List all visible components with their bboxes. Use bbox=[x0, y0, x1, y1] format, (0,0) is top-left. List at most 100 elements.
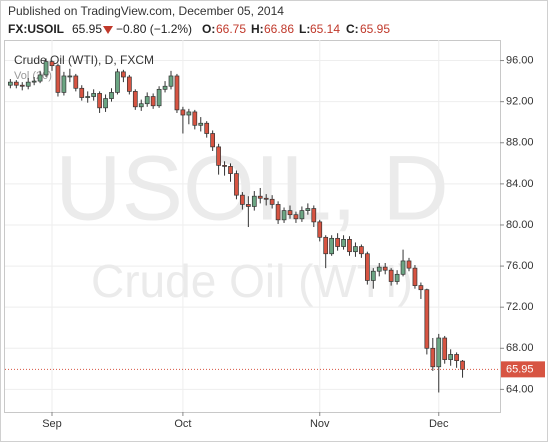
candle-body bbox=[281, 210, 287, 221]
x-tick-label: Oct bbox=[174, 418, 191, 430]
candle-body bbox=[174, 75, 180, 111]
last-price-label: 65.95 bbox=[506, 363, 534, 375]
candle-body bbox=[436, 337, 442, 368]
y-tick-label: 64.00 bbox=[506, 383, 534, 395]
candle-body bbox=[85, 96, 91, 98]
candle-body bbox=[31, 80, 37, 83]
candle-body bbox=[132, 91, 138, 108]
y-tick-label: 92.00 bbox=[506, 96, 534, 108]
x-tick-label: Sep bbox=[42, 418, 62, 430]
x-tick-label: Dec bbox=[429, 418, 449, 430]
candle-body bbox=[311, 208, 317, 223]
candle-body bbox=[55, 65, 61, 93]
y-tick-label: 80.00 bbox=[506, 219, 534, 231]
y-tick-label: 84.00 bbox=[506, 178, 534, 190]
candle-body bbox=[97, 93, 102, 109]
candle-body bbox=[73, 75, 79, 89]
candle-body bbox=[305, 208, 311, 211]
candle-body bbox=[126, 76, 132, 92]
candle-body bbox=[430, 347, 436, 368]
candle-body bbox=[376, 266, 382, 272]
candle-body bbox=[442, 337, 448, 360]
plot-area bbox=[4, 40, 501, 413]
candle-body bbox=[299, 210, 305, 220]
quote-header: FX:USOIL 65.95 −0.80 (−1.2%) O: 66.75 H:… bbox=[8, 22, 390, 36]
watermark: Crude Oil (WTI) bbox=[91, 255, 413, 307]
candle-body bbox=[246, 204, 251, 207]
candle-body bbox=[365, 253, 370, 281]
chart-title: Crude Oil (WTI), D, FXCM bbox=[14, 53, 154, 67]
candle-body bbox=[353, 246, 358, 253]
candle-body bbox=[8, 81, 13, 86]
candle-body bbox=[335, 237, 340, 247]
candle-body bbox=[43, 61, 49, 76]
symbol: FX:USOIL bbox=[8, 22, 64, 36]
candle-body bbox=[168, 75, 174, 87]
candle-body bbox=[240, 194, 245, 205]
candle-body bbox=[275, 204, 281, 221]
candle-body bbox=[406, 260, 412, 269]
candle-body bbox=[25, 81, 31, 87]
candle-body bbox=[400, 260, 406, 275]
candle-body bbox=[150, 96, 156, 107]
candle-body bbox=[138, 103, 144, 108]
ohlc-prefix: L: bbox=[299, 22, 310, 36]
candle-body bbox=[37, 74, 43, 82]
candle-body bbox=[67, 75, 73, 78]
candle-body bbox=[347, 239, 352, 253]
candle-body bbox=[61, 75, 67, 93]
candle-body bbox=[269, 198, 275, 205]
y-tick-label: 96.00 bbox=[506, 54, 534, 66]
candle-body bbox=[329, 237, 334, 255]
candle-body bbox=[293, 214, 299, 220]
candle-body bbox=[388, 269, 394, 282]
x-tick-label: Nov bbox=[310, 418, 330, 430]
candle-body bbox=[216, 146, 221, 166]
axes: 64.00 68.00 72.00 76.00 80.00 84.00 88.00 92.00… bbox=[5, 54, 545, 430]
candle-body bbox=[448, 354, 453, 360]
candles bbox=[8, 58, 465, 393]
candle-body bbox=[234, 173, 239, 196]
candle-body bbox=[418, 285, 424, 291]
candle-body bbox=[228, 166, 233, 174]
published-line: Published on TradingView.com, December 0… bbox=[8, 4, 284, 18]
candle-body bbox=[109, 92, 114, 99]
candle-body bbox=[186, 111, 192, 116]
candle-body bbox=[317, 221, 323, 238]
candle-body bbox=[115, 71, 120, 93]
ohlc-prefix: C: bbox=[346, 22, 359, 36]
watermark: USOIL, D bbox=[55, 137, 449, 239]
candle-body bbox=[382, 266, 388, 271]
candle-body bbox=[162, 85, 168, 90]
ohlc-value: 65.95 bbox=[360, 22, 390, 36]
candle-body bbox=[341, 239, 346, 247]
candle-body bbox=[424, 289, 430, 349]
candle-body bbox=[287, 210, 293, 216]
down-arrow bbox=[103, 26, 113, 34]
candle-body bbox=[251, 195, 257, 207]
candle-body bbox=[359, 246, 364, 255]
candle-body bbox=[394, 273, 400, 282]
candle-body bbox=[121, 71, 126, 78]
last-price: 65.95 bbox=[72, 22, 102, 36]
candle-body bbox=[222, 165, 227, 167]
y-tick-label: 68.00 bbox=[506, 342, 534, 354]
last-price-box bbox=[501, 361, 545, 378]
ohlc-value: 66.75 bbox=[216, 22, 246, 36]
candle-body bbox=[144, 96, 150, 105]
candle-body bbox=[263, 197, 269, 200]
candle-body bbox=[204, 122, 210, 134]
candle-body bbox=[13, 81, 19, 86]
y-tick-label: 72.00 bbox=[506, 301, 534, 313]
ohlc-prefix: O: bbox=[202, 22, 215, 36]
candle-body bbox=[370, 270, 376, 281]
candle-body bbox=[103, 98, 108, 109]
candle-body bbox=[49, 61, 55, 67]
candle-body bbox=[210, 133, 215, 148]
ohlc-prefix: H: bbox=[251, 22, 264, 36]
candle-body bbox=[454, 354, 459, 361]
candle-body bbox=[156, 88, 162, 107]
candle-body bbox=[79, 87, 85, 98]
candle-body bbox=[460, 360, 465, 370]
